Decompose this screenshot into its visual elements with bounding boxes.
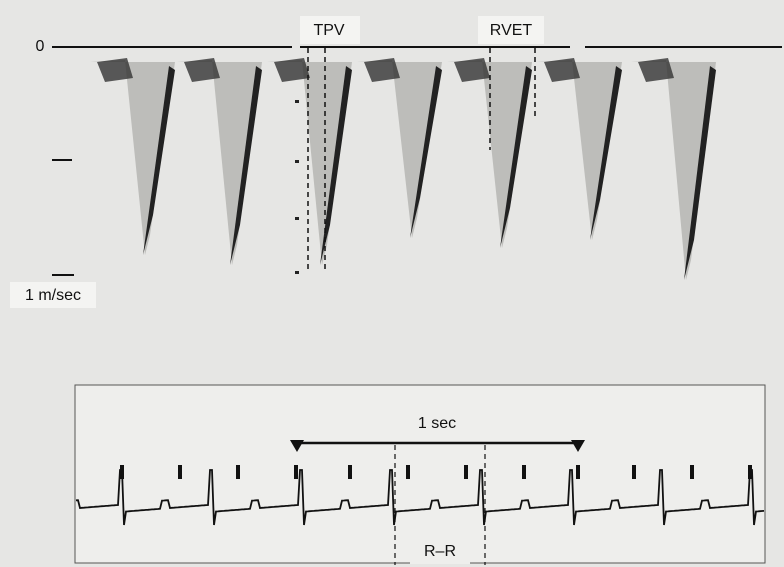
bracket-end bbox=[571, 440, 585, 452]
envelope-top bbox=[184, 58, 220, 82]
envelope-edge bbox=[143, 66, 175, 255]
envelope-edge bbox=[230, 66, 262, 265]
rvet-label: RVET bbox=[490, 22, 533, 39]
bracket-end bbox=[290, 440, 304, 452]
tpv-label: TPV bbox=[313, 22, 344, 39]
rr-label: R–R bbox=[424, 543, 456, 560]
timing-dots bbox=[295, 100, 299, 274]
time-tick bbox=[294, 465, 298, 479]
envelope-edge bbox=[500, 66, 532, 248]
envelope-edge bbox=[410, 66, 442, 238]
envelope-edge bbox=[320, 66, 352, 265]
label-box bbox=[478, 16, 544, 44]
time-tick bbox=[690, 465, 694, 479]
ecg-trace bbox=[75, 469, 765, 526]
envelope-edge bbox=[590, 66, 622, 240]
ecg-panel: 1 sec R–R bbox=[74, 384, 766, 565]
envelope-top bbox=[638, 58, 674, 82]
time-tick bbox=[178, 465, 182, 479]
label-box bbox=[10, 282, 96, 308]
envelope-top bbox=[544, 58, 580, 82]
interval-markers bbox=[307, 48, 536, 272]
rr-markers bbox=[394, 445, 486, 565]
one-sec-label: 1 sec bbox=[418, 415, 456, 432]
time-tick bbox=[236, 465, 240, 479]
time-tick bbox=[406, 465, 410, 479]
doppler-panel: TPV RVET 0 1 m/sec bbox=[10, 16, 782, 308]
time-tick bbox=[522, 465, 526, 479]
ecg-frame bbox=[74, 384, 766, 564]
envelope-top bbox=[364, 58, 400, 82]
time-tick bbox=[348, 465, 352, 479]
envelope-edge bbox=[684, 66, 716, 280]
label-box bbox=[300, 16, 360, 44]
time-tick bbox=[632, 465, 636, 479]
envelope-top bbox=[454, 58, 490, 82]
envelope-top bbox=[97, 58, 133, 82]
scale-label: 1 m/sec bbox=[25, 287, 81, 304]
envelope-top bbox=[274, 58, 310, 82]
label-box bbox=[410, 540, 470, 564]
zero-label: 0 bbox=[36, 38, 45, 55]
time-tick bbox=[464, 465, 468, 479]
doppler-envelopes bbox=[90, 58, 716, 280]
time-tick bbox=[576, 465, 580, 479]
